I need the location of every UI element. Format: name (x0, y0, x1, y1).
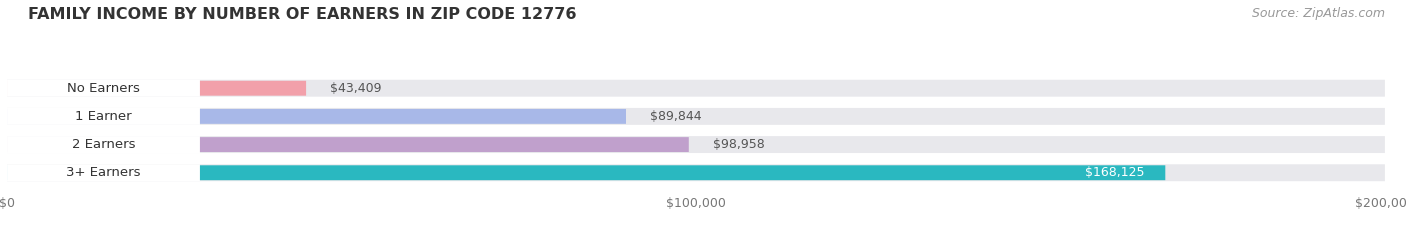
Text: FAMILY INCOME BY NUMBER OF EARNERS IN ZIP CODE 12776: FAMILY INCOME BY NUMBER OF EARNERS IN ZI… (28, 7, 576, 22)
Text: $98,958: $98,958 (713, 138, 765, 151)
FancyBboxPatch shape (7, 80, 200, 97)
Text: 1 Earner: 1 Earner (75, 110, 132, 123)
Text: No Earners: No Earners (67, 82, 141, 95)
FancyBboxPatch shape (7, 136, 1385, 153)
Text: 3+ Earners: 3+ Earners (66, 166, 141, 179)
FancyBboxPatch shape (7, 108, 200, 125)
FancyBboxPatch shape (7, 164, 200, 181)
FancyBboxPatch shape (7, 137, 689, 152)
FancyBboxPatch shape (7, 108, 1385, 125)
FancyBboxPatch shape (7, 165, 1166, 180)
FancyBboxPatch shape (7, 80, 1385, 97)
FancyBboxPatch shape (7, 109, 626, 124)
FancyBboxPatch shape (7, 81, 307, 96)
Text: Source: ZipAtlas.com: Source: ZipAtlas.com (1251, 7, 1385, 20)
FancyBboxPatch shape (7, 164, 1385, 181)
FancyBboxPatch shape (7, 136, 200, 153)
Text: $89,844: $89,844 (650, 110, 702, 123)
Text: $43,409: $43,409 (330, 82, 381, 95)
Text: $168,125: $168,125 (1085, 166, 1144, 179)
Text: 2 Earners: 2 Earners (72, 138, 135, 151)
